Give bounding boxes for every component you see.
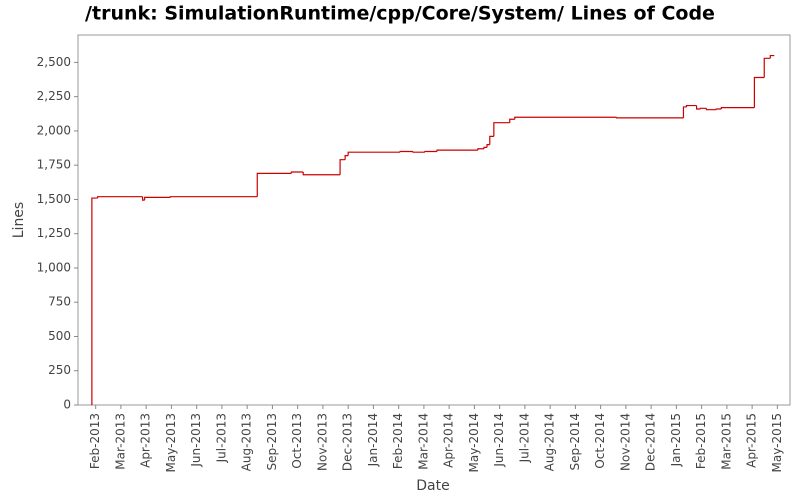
x-tick-label: Apr-2014 [442,413,456,468]
step-segment [763,57,771,78]
x-tick-label: Dec-2013 [341,413,355,471]
y-tick-label: 250 [48,363,71,377]
x-tick-label: Nov-2014 [618,413,632,471]
step-segment [483,146,488,149]
step-segment [489,135,494,145]
y-tick-label: 1,750 [37,158,71,172]
step-segment [699,107,707,109]
x-tick-label: Jun-2013 [189,413,203,468]
step-segment [477,148,484,151]
step-segment [720,107,755,109]
step-segment [97,196,143,199]
step-segment [142,196,145,201]
y-tick-label: 1,250 [37,226,71,240]
step-segment [493,122,510,137]
x-tick-label: May-2014 [467,413,481,472]
step-segment [715,108,722,110]
step-segment [144,196,171,201]
x-tick-label: Apr-2013 [139,413,153,468]
y-tick-label: 2,500 [37,55,71,69]
step-segment [769,54,775,59]
y-tick-label: 2,250 [37,89,71,103]
x-axis-title: Date [416,478,449,494]
step-segment [705,108,717,111]
x-tick-label: Sep-2013 [265,413,279,471]
x-tick-label: Jul-2014 [517,413,531,463]
step-segment [682,106,687,118]
y-tick-label: 750 [48,295,71,309]
x-tick-label: Dec-2014 [644,413,658,471]
x-tick-label: May-2013 [164,413,178,472]
step-segment [412,151,425,153]
x-tick-label: Jul-2013 [214,413,228,463]
step-segment [339,159,346,175]
step-segment [753,76,765,108]
y-tick-label: 1,000 [37,260,71,274]
x-tick-label: Jan-2014 [366,413,380,467]
step-segment [399,150,414,153]
x-tick-label: Aug-2014 [543,413,557,471]
x-tick-label: Mar-2013 [113,413,127,470]
step-segment [486,144,490,148]
x-tick-label: Oct-2014 [593,413,607,469]
x-tick-label: Jun-2014 [492,413,506,468]
x-tick-label: Apr-2015 [745,413,759,468]
x-tick-label: Feb-2013 [88,413,102,469]
step-segment [256,172,292,197]
x-tick-label: Mar-2014 [416,413,430,470]
y-tick-label: 0 [63,398,71,412]
x-tick-label: May-2015 [770,413,784,472]
x-tick-label: Mar-2015 [719,413,733,470]
plot-area [77,34,791,406]
step-segment [347,151,401,156]
x-tick-label: Oct-2013 [290,413,304,469]
step-segment [424,150,438,153]
step-segment [695,105,701,110]
step-segment [290,171,304,174]
x-tick-label: Jan-2015 [669,413,683,467]
step-segment [509,118,515,123]
y-tick-label: 500 [48,329,71,343]
x-tick-label: Nov-2013 [315,413,329,471]
y-tick-label: 1,500 [37,192,71,206]
x-tick-label: Feb-2014 [391,413,405,469]
chart-title: /trunk: SimulationRuntime/cpp/Core/Syste… [85,3,715,25]
step-segment [436,149,478,152]
x-tick-label: Aug-2013 [240,413,254,471]
step-segment [169,196,258,198]
step-segment [615,117,684,119]
step-segment [302,172,341,176]
step-segment [91,197,98,405]
x-tick-label: Feb-2015 [694,413,708,469]
step-segment [514,116,617,120]
x-tick-label: Sep-2014 [568,413,582,471]
step-segment [685,104,697,107]
y-axis-title: Lines [11,202,27,238]
y-tick-label: 2,000 [37,123,71,137]
step-segment [344,154,349,160]
